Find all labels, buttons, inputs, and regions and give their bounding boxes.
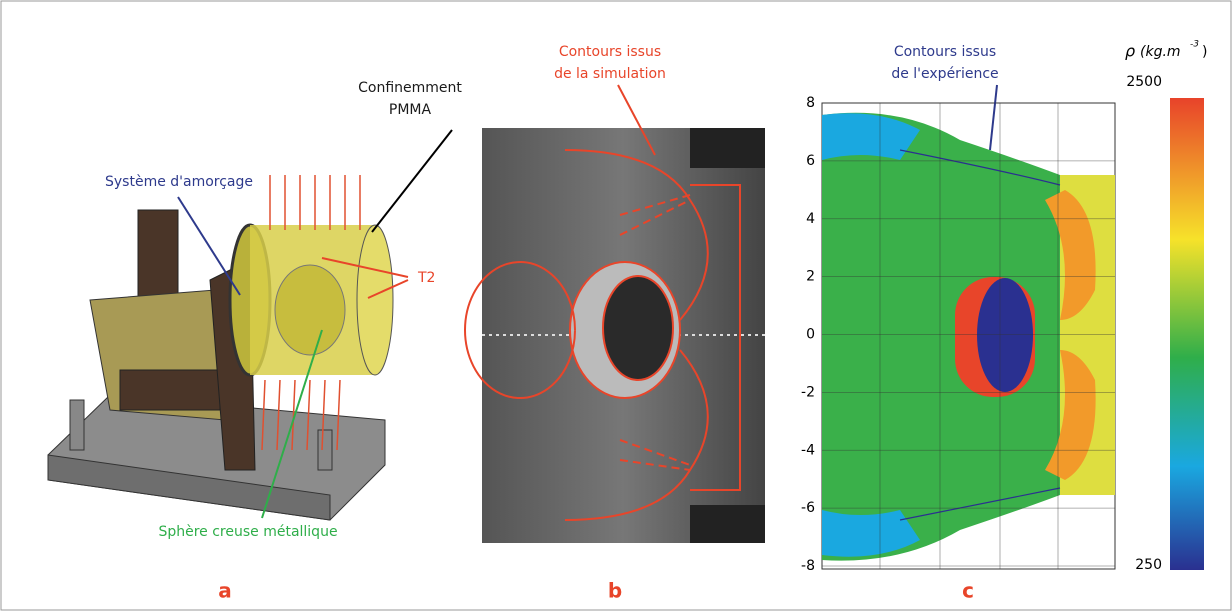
y-tick-label: 2 <box>806 269 815 285</box>
colorbar <box>1170 98 1204 570</box>
colorbar-unit: (kg.m <box>1140 44 1181 60</box>
figure: Système d'amorçage Confinemment PMMA T2 … <box>0 0 1232 611</box>
label: PMMA <box>389 102 432 118</box>
label: Contours issus <box>894 44 996 60</box>
colorbar-max: 2500 <box>1126 74 1162 90</box>
label: Contours issus <box>559 44 661 60</box>
y-tick-label: 4 <box>806 211 815 227</box>
density-field <box>822 85 1115 569</box>
y-tick-label: 6 <box>806 153 815 169</box>
y-tick-label: -2 <box>801 384 815 400</box>
panel-letter: c <box>962 579 974 603</box>
radiograph <box>465 85 765 543</box>
y-tick-label: -6 <box>801 500 815 516</box>
y-tick-label: -4 <box>801 442 815 458</box>
y-tick-label: -8 <box>801 558 815 574</box>
label: T2 <box>417 270 435 286</box>
colorbar-exponent: -3 <box>1190 40 1199 50</box>
colorbar-symbol: ρ <box>1125 42 1135 61</box>
label: Sphère creuse métallique <box>158 524 337 540</box>
colorbar-unit: ) <box>1202 44 1207 60</box>
label: Confinemment <box>358 80 462 96</box>
label: Système d'amorçage <box>105 174 253 190</box>
y-tick-label: 8 <box>806 95 815 111</box>
label: de la simulation <box>554 66 666 82</box>
label: de l'expérience <box>891 66 998 82</box>
panel-letter: b <box>608 579 622 603</box>
y-tick-label: 0 <box>806 327 815 343</box>
colorbar-min: 250 <box>1135 557 1162 573</box>
panel-letter: a <box>218 579 232 603</box>
